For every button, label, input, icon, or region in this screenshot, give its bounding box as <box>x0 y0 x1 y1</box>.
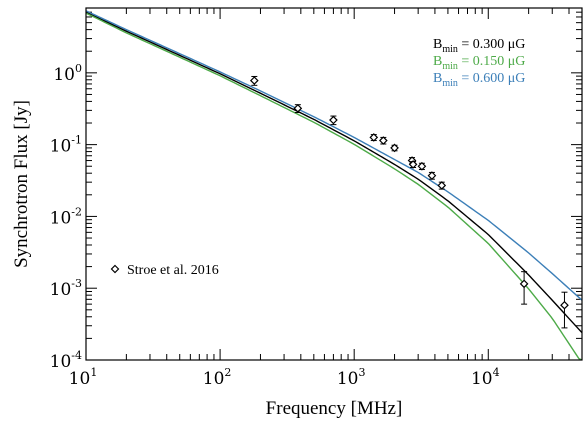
data-point <box>408 160 418 169</box>
data-point <box>519 271 529 305</box>
diamond-marker <box>369 133 379 142</box>
data-point <box>427 171 437 180</box>
y-tick-label: 100 <box>53 62 82 85</box>
model-curve-1 <box>86 12 582 360</box>
model-curve-0 <box>86 11 582 334</box>
y-tick-label: 10-1 <box>50 134 82 157</box>
diamond-marker <box>378 136 388 145</box>
legend-entry-0: Bmin = 0.300 μG <box>433 37 525 55</box>
data-point <box>249 75 259 86</box>
data-point <box>329 115 338 126</box>
diamond-marker <box>293 104 303 113</box>
data-point <box>417 161 427 171</box>
diamond-marker <box>437 181 447 190</box>
x-tick-label: 104 <box>471 366 500 389</box>
y-tick-label: 10-4 <box>50 349 82 372</box>
legend-entry-2: Bmin = 0.600 μG <box>433 71 525 89</box>
diamond-marker <box>408 160 418 169</box>
data-point <box>293 104 303 114</box>
plot-frame <box>85 7 583 361</box>
series-layer <box>86 10 582 360</box>
diamond-marker <box>427 171 437 180</box>
legend-diamond-marker <box>110 264 120 274</box>
diamond-marker <box>417 161 427 171</box>
legend-observations-label: Stroe et al. 2016 <box>127 263 219 278</box>
legend-entry-1: Bmin = 0.150 μG <box>433 54 525 72</box>
data-point <box>369 133 379 142</box>
diamond-marker <box>249 76 259 85</box>
diamond-marker <box>329 115 338 125</box>
y-tick-label: 10-3 <box>50 277 82 300</box>
model-curve-2 <box>86 10 582 301</box>
data-point <box>378 136 388 145</box>
x-tick-label: 103 <box>337 366 366 389</box>
diamond-marker <box>390 143 399 153</box>
x-tick-label: 102 <box>203 366 232 389</box>
axes-layer: 101 102 103 104 10-4 10-3 10-2 10-1 100 <box>50 7 583 389</box>
x-axis-title: Frequency [MHz] <box>266 398 403 419</box>
data-points-layer <box>249 75 569 329</box>
diamond-marker <box>560 300 569 310</box>
y-axis-title: Synchrotron Flux [Jy] <box>11 100 32 268</box>
data-point <box>560 291 569 329</box>
y-tick-label: 10-2 <box>50 205 82 228</box>
data-point <box>437 181 447 190</box>
data-point <box>390 143 399 153</box>
diamond-marker <box>519 279 529 289</box>
x-tick-label: 101 <box>69 366 98 389</box>
